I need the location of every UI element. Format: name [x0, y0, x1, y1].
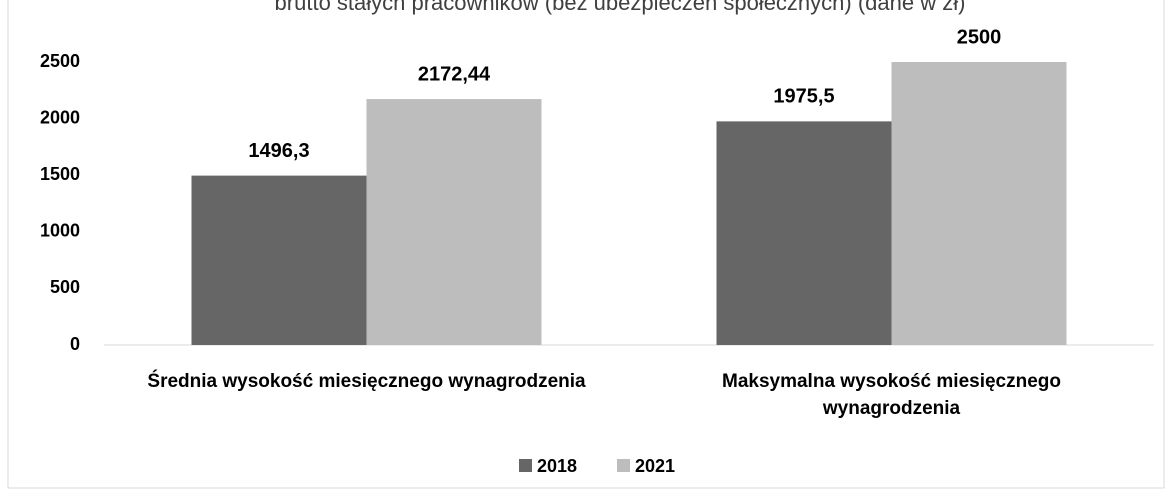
y-tick-label: 1000: [40, 221, 80, 241]
value-label: 1496,3: [248, 140, 309, 162]
legend-label: 2021: [635, 456, 675, 476]
y-tick-label: 2000: [40, 107, 80, 127]
x-tick-label: Maksymalna wysokość miesięcznego wynagro…: [722, 371, 1061, 419]
y-tick-label: 0: [70, 334, 80, 354]
bar: [366, 99, 542, 345]
legend-swatch: [519, 459, 532, 472]
x-tick-label: Średnia wysokość miesięcznego wynagrodze…: [147, 371, 586, 392]
y-tick-label: 500: [50, 277, 80, 297]
bar: [716, 121, 892, 345]
bar: [191, 175, 367, 345]
bar: [891, 62, 1067, 345]
chart-title: brutto stałych pracowników (bez ubezpiec…: [275, 0, 966, 15]
value-label: 1975,5: [773, 86, 834, 108]
value-label: 2172,44: [418, 63, 491, 85]
y-tick-label: 2500: [40, 51, 80, 71]
legend-swatch: [617, 459, 630, 472]
value-label: 2500: [957, 26, 1002, 48]
legend-label: 2018: [537, 456, 577, 476]
y-tick-label: 1500: [40, 164, 80, 184]
